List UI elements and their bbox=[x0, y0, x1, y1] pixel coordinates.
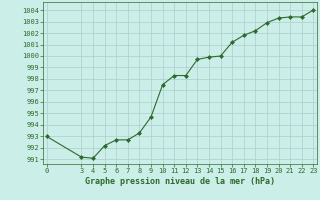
X-axis label: Graphe pression niveau de la mer (hPa): Graphe pression niveau de la mer (hPa) bbox=[85, 177, 275, 186]
